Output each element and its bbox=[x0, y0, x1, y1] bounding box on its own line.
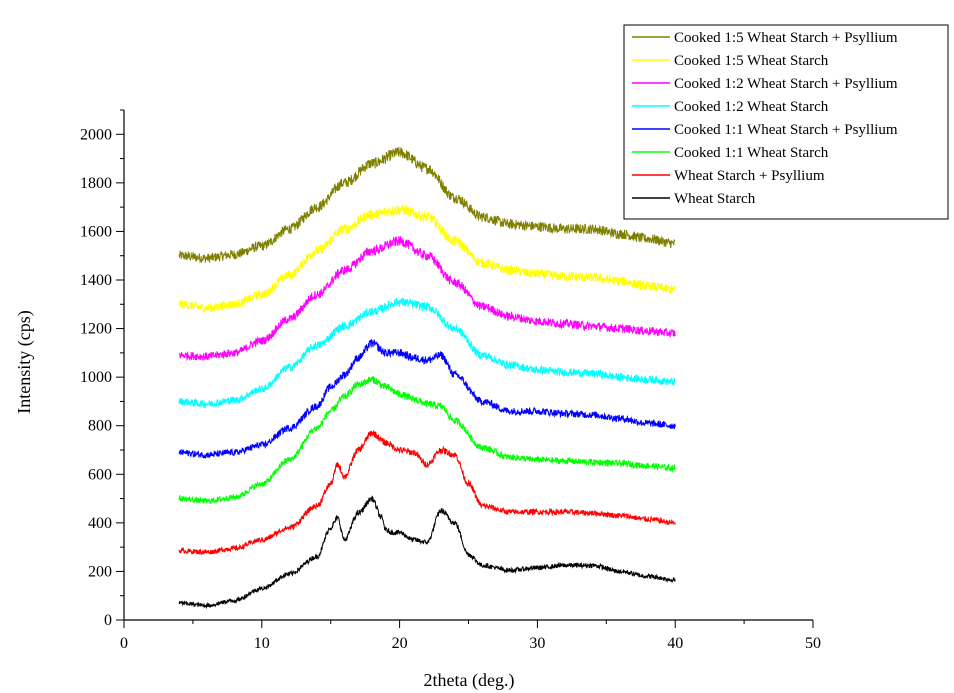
series-line-4 bbox=[178, 338, 676, 460]
series-line-6 bbox=[178, 429, 676, 556]
y-tick-label: 1000 bbox=[80, 369, 112, 386]
x-tick-label: 0 bbox=[120, 635, 128, 652]
x-tick-label: 50 bbox=[805, 635, 821, 652]
y-tick-label: 1400 bbox=[80, 272, 112, 289]
legend-label: Cooked 1:2 Wheat Starch + Psyllium bbox=[674, 76, 898, 92]
legend-box bbox=[623, 24, 949, 220]
legend-label: Cooked 1:1 Wheat Starch bbox=[674, 145, 829, 161]
y-tick-label: 600 bbox=[88, 466, 112, 483]
axes bbox=[116, 109, 814, 628]
legend-label: Wheat Starch + Psyllium bbox=[674, 168, 825, 184]
y-tick-label: 2000 bbox=[80, 126, 112, 143]
y-tick-label: 200 bbox=[88, 563, 112, 580]
legend-label: Cooked 1:2 Wheat Starch bbox=[674, 99, 829, 115]
y-tick-label: 1800 bbox=[80, 175, 112, 192]
x-axis-title: 2theta (deg.) bbox=[424, 670, 515, 691]
x-tick-label: 10 bbox=[254, 635, 270, 652]
y-tick-label: 400 bbox=[88, 515, 112, 532]
legend-label: Cooked 1:5 Wheat Starch + Psyllium bbox=[674, 30, 898, 46]
series-line-3 bbox=[178, 297, 676, 409]
series-line-1 bbox=[178, 204, 676, 313]
y-tick-label: 1200 bbox=[80, 321, 112, 338]
x-tick-label: 20 bbox=[392, 635, 408, 652]
series-line-2 bbox=[178, 236, 676, 362]
tick-labels: 0 10 20 30 40 50 0 200 400 600 800 1000 1200 1400 1600… bbox=[80, 126, 821, 652]
y-axis-title: Intensity (cps) bbox=[14, 310, 35, 413]
series-line-0 bbox=[178, 147, 676, 263]
y-tick-label: 0 bbox=[104, 612, 112, 629]
legend-label: Cooked 1:1 Wheat Starch + Psyllium bbox=[674, 122, 898, 138]
y-tick-label: 1600 bbox=[80, 223, 112, 240]
series-line-7 bbox=[178, 495, 676, 610]
legend-label: Wheat Starch bbox=[674, 191, 756, 207]
x-tick-label: 40 bbox=[667, 635, 683, 652]
legend: Cooked 1:5 Wheat Starch + Psyllium Cooked… bbox=[623, 24, 949, 220]
y-tick-label: 800 bbox=[88, 418, 112, 435]
series-layer bbox=[178, 147, 676, 610]
series-line-5 bbox=[178, 375, 676, 505]
x-tick-label: 30 bbox=[529, 635, 545, 652]
legend-label: Cooked 1:5 Wheat Starch bbox=[674, 53, 829, 69]
